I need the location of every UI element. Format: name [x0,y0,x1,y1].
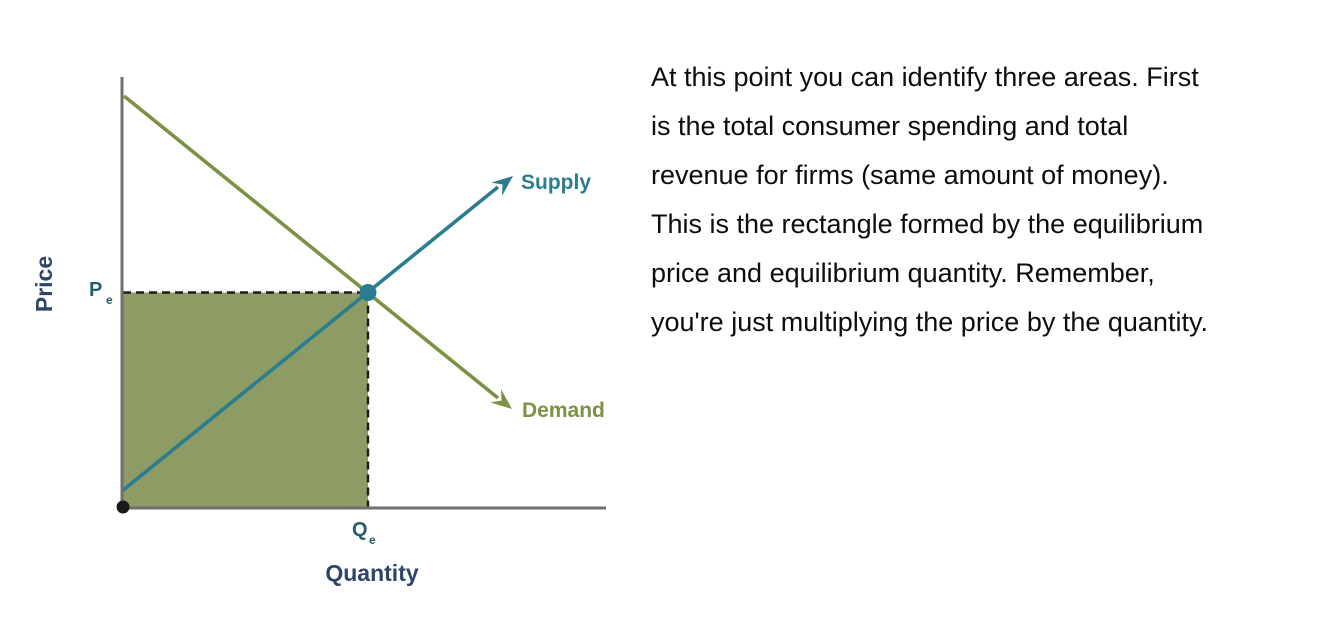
demand-arrowhead-icon [490,389,512,409]
equilibrium-quantity-subscript: e [369,533,376,547]
supply-arrowhead-icon [491,176,513,196]
equilibrium-price-subscript: e [106,293,113,307]
x-axis-title: Quantity [325,560,418,586]
demand-label: Demand [522,399,605,422]
paragraph-line: price and equilibrium quantity. Remember… [651,258,1155,288]
y-axis-title: Price [31,256,57,312]
origin-point [116,500,130,514]
supply-line [120,185,500,493]
paragraph-line: you're just multiplying the price by the… [651,307,1208,337]
equilibrium-price-label: P [89,279,102,301]
equilibrium-point [359,284,377,301]
supply-label: Supply [521,171,591,194]
supply-demand-diagram: Supply Demand P e Q e Price Quantity [0,0,640,618]
paragraph-line: This is the rectangle formed by the equi… [651,209,1204,239]
paragraph-line: At this point you can identify three are… [651,62,1199,92]
explanation-paragraph: At this point you can identify three are… [651,53,1331,347]
demand-line [122,94,500,400]
diagram-canvas: Supply Demand P e Q e Price Quantity [31,77,606,586]
paragraph-line: is the total consumer spending and total [651,111,1129,141]
revenue-rectangle [123,292,368,507]
paragraph-line: revenue for firms (same amount of money)… [651,160,1169,190]
equilibrium-quantity-label: Q [352,519,368,541]
